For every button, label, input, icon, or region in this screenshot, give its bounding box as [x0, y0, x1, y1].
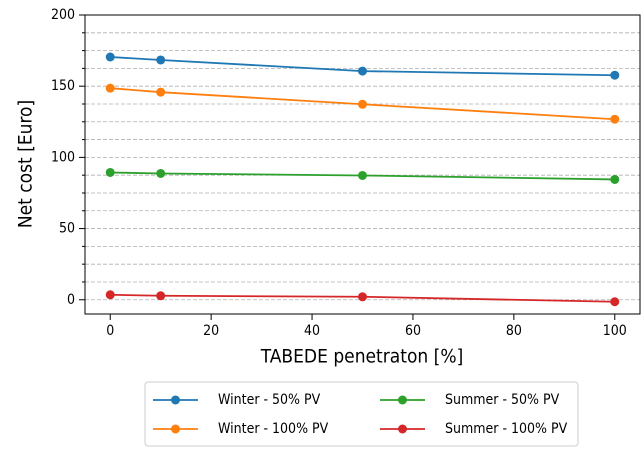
y-axis-label: Net cost [Euro]: [15, 100, 37, 228]
x-tick-label: 100: [603, 323, 627, 339]
y-tick-label: 0: [67, 292, 75, 308]
y-tick-label: 150: [51, 78, 75, 94]
legend-label: Winter - 50% PV: [218, 392, 321, 408]
point: [105, 83, 115, 93]
x-tick-label: 60: [405, 323, 421, 339]
point: [105, 290, 115, 300]
legend-label: Winter - 100% PV: [218, 421, 329, 437]
legend-marker: [398, 424, 407, 434]
series-line: [110, 171, 615, 181]
point: [156, 55, 166, 65]
legend-marker: [171, 395, 180, 405]
y-tick-label: 100: [51, 149, 75, 165]
plot-frame: [84, 14, 641, 315]
point: [358, 66, 367, 76]
legend-label: Summer - 100% PV: [445, 421, 568, 437]
legend-label: Summer - 50% PV: [445, 392, 560, 408]
point: [358, 170, 367, 180]
series-line: [110, 87, 615, 121]
legend-marker: [398, 395, 407, 405]
point: [358, 292, 367, 302]
x-tick-label: 80: [506, 323, 522, 339]
legend-box: [144, 381, 579, 447]
x-axis-label: TABEDE penetraton [%]: [260, 346, 464, 368]
point: [156, 87, 166, 97]
point: [610, 114, 620, 124]
point: [105, 167, 115, 177]
series-line: [110, 293, 615, 303]
x-tick-label: 40: [304, 323, 320, 339]
point: [156, 291, 166, 301]
x-tick-label: 0: [106, 323, 114, 339]
y-tick-label: 50: [59, 221, 75, 237]
point: [105, 52, 115, 62]
x-tick-label: 20: [203, 323, 219, 339]
y-tick-label: 200: [51, 7, 75, 23]
series-line: [110, 56, 615, 77]
legend-marker: [171, 424, 180, 434]
point: [358, 99, 367, 109]
point: [610, 174, 620, 184]
point: [610, 70, 620, 80]
point: [610, 297, 620, 307]
point: [156, 168, 166, 178]
